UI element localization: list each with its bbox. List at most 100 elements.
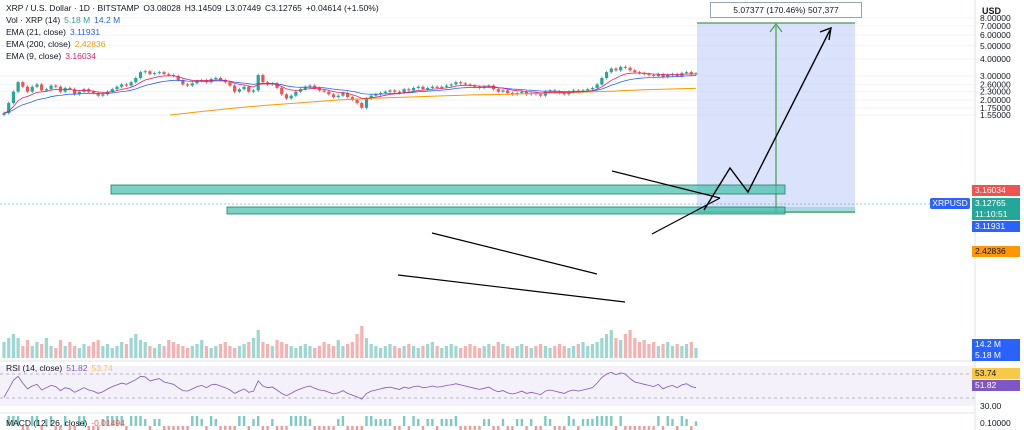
projection-arrow-head [769, 23, 783, 33]
candle-body [652, 74, 656, 76]
macd-bar [379, 419, 382, 426]
volume-bar [214, 346, 218, 358]
macd-value: -0.01494 [91, 418, 125, 428]
candle-body [360, 102, 364, 108]
candle-body [346, 92, 350, 98]
wedge-upper-line[interactable] [431, 232, 598, 275]
macd-bar [148, 426, 152, 430]
measure-label[interactable]: 5.07377 (170.46%) 507,377 [710, 2, 862, 18]
candle-body [369, 95, 373, 99]
macd-bar [671, 419, 674, 426]
macd-bar [308, 419, 312, 426]
candle-body [430, 86, 434, 88]
price-tick-label: 6.00000 [980, 30, 1011, 40]
macd-bar [492, 426, 495, 430]
candle-body [510, 92, 515, 95]
macd-bar [473, 426, 476, 430]
volume-bar [120, 342, 124, 358]
volume-bar [218, 344, 223, 358]
candle-body [284, 94, 289, 99]
macd-bar [482, 419, 486, 426]
macd-bar [355, 426, 359, 430]
macd-bar [139, 416, 142, 426]
macd-bar [633, 426, 637, 430]
price-tick-label: 5.00000 [980, 41, 1011, 51]
candle-body [647, 74, 651, 76]
ohlc-close: C3.12765 [265, 3, 302, 13]
volume-bar [473, 346, 477, 358]
support-zone[interactable] [226, 206, 786, 215]
volume-bar [176, 344, 180, 358]
macd-bar [176, 426, 180, 430]
candle-body [124, 84, 128, 86]
volume-bar [35, 342, 39, 358]
symbol-line[interactable]: XRP / U.S. Dollar · 1D · BITSTAMP [6, 3, 140, 13]
volume-bar [242, 344, 246, 358]
macd-bar [464, 426, 467, 430]
legend-ema9[interactable]: EMA (9, close) 3.16034 [6, 51, 100, 62]
macd-bar [16, 416, 20, 426]
ema9-label: EMA (9, close) [6, 51, 62, 61]
candle-body [444, 85, 449, 87]
volume-bar [604, 334, 609, 358]
ema21-label: EMA (21, close) [6, 27, 66, 37]
macd-bar [73, 426, 76, 430]
macd-bar [454, 416, 458, 426]
macd-bar [214, 419, 218, 426]
macd-bar [172, 426, 175, 430]
candle-body [2, 113, 6, 115]
volume-bar [670, 346, 675, 358]
volume-bar [586, 346, 590, 358]
candle-body [40, 84, 44, 91]
legend-ema21[interactable]: EMA (21, close) 3.11931 [6, 27, 104, 38]
candle-body [181, 80, 185, 85]
candle-body [628, 67, 632, 71]
legend-rsi[interactable]: RSI (14, close) 51.82 53.74 [6, 363, 117, 374]
macd-bar [40, 426, 43, 430]
macd-bar [7, 416, 10, 426]
candle-body [105, 91, 110, 95]
macd-bar [435, 426, 439, 430]
ema9-value: 3.16034 [65, 51, 97, 61]
macd-bar [332, 426, 335, 430]
candle-body [619, 66, 623, 71]
candle-body [661, 74, 665, 77]
triangle-upper-line[interactable] [611, 170, 721, 199]
ema21-price-tag: 3.11931 [972, 221, 1020, 232]
volume-bar [402, 346, 406, 358]
macd-bar [478, 426, 481, 430]
volume-bar [421, 346, 425, 358]
volume-bar [270, 346, 274, 358]
macd-bar [497, 426, 500, 430]
ohlc-high: H3.14509 [184, 3, 222, 13]
legend-ema200[interactable]: EMA (200, close) 2.42836 [6, 39, 109, 50]
candle-body [416, 86, 420, 88]
macd-bar [501, 419, 505, 426]
currency-label[interactable]: USD [982, 6, 1002, 16]
volume-bar [54, 348, 58, 358]
macd-bar [318, 426, 321, 430]
legend-volume[interactable]: Vol · XRP (14) 5.18 M 14.2 M [6, 15, 124, 26]
candle-body [7, 102, 11, 114]
macd-bar [605, 416, 608, 426]
volume-bar [280, 342, 284, 358]
macd-bar [506, 426, 509, 430]
candle-body [233, 85, 237, 92]
candle-body [228, 82, 232, 86]
volume-bar [167, 340, 171, 358]
volume-bar [487, 344, 491, 358]
macd-bar [45, 419, 48, 426]
rsi-axis-30: 30.00 [980, 401, 1002, 411]
candle-body [374, 94, 378, 96]
resistance-zone[interactable] [110, 184, 786, 195]
candle-body [614, 68, 618, 71]
forecast-path[interactable] [703, 29, 831, 211]
candle-body [68, 87, 72, 90]
volume-bar [317, 346, 322, 358]
macd-bar [685, 419, 688, 426]
candle-body [473, 85, 477, 87]
candle-body [322, 90, 326, 92]
macd-bar [638, 426, 641, 430]
wedge-lower-line[interactable] [397, 274, 626, 303]
legend-macd[interactable]: MACD (12, 26, close) -0.01494 [6, 418, 129, 429]
